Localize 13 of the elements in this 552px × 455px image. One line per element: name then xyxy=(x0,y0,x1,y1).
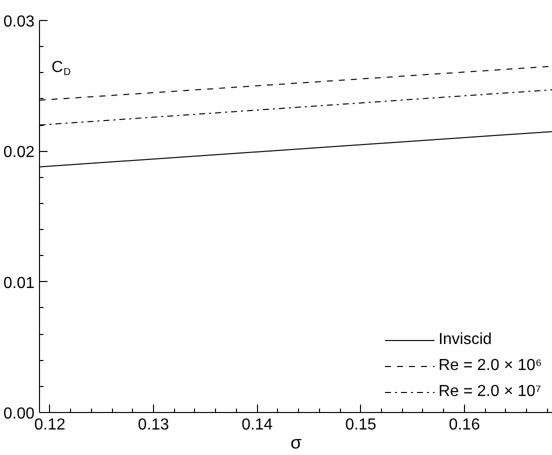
y-tick-label: 0.01 xyxy=(3,274,35,292)
x-tick-label: 0.14 xyxy=(242,416,273,434)
x-tick-label: 0.16 xyxy=(448,416,480,434)
legend-label: Re = 2.0 × 10⁶ xyxy=(438,357,542,375)
x-tick-label: 0.12 xyxy=(34,416,66,434)
x-tick-label: 0.13 xyxy=(138,416,170,434)
y-tick-label: 0.02 xyxy=(3,144,35,162)
x-tick-label: 0.15 xyxy=(345,416,376,434)
legend-label: Re = 2.0 × 10⁷ xyxy=(438,383,542,401)
y-tick-label: 0.00 xyxy=(3,406,35,422)
legend-label: Inviscid xyxy=(438,331,492,349)
x-axis-title: σ xyxy=(290,432,302,452)
y-tick-label: 0.03 xyxy=(3,14,35,30)
